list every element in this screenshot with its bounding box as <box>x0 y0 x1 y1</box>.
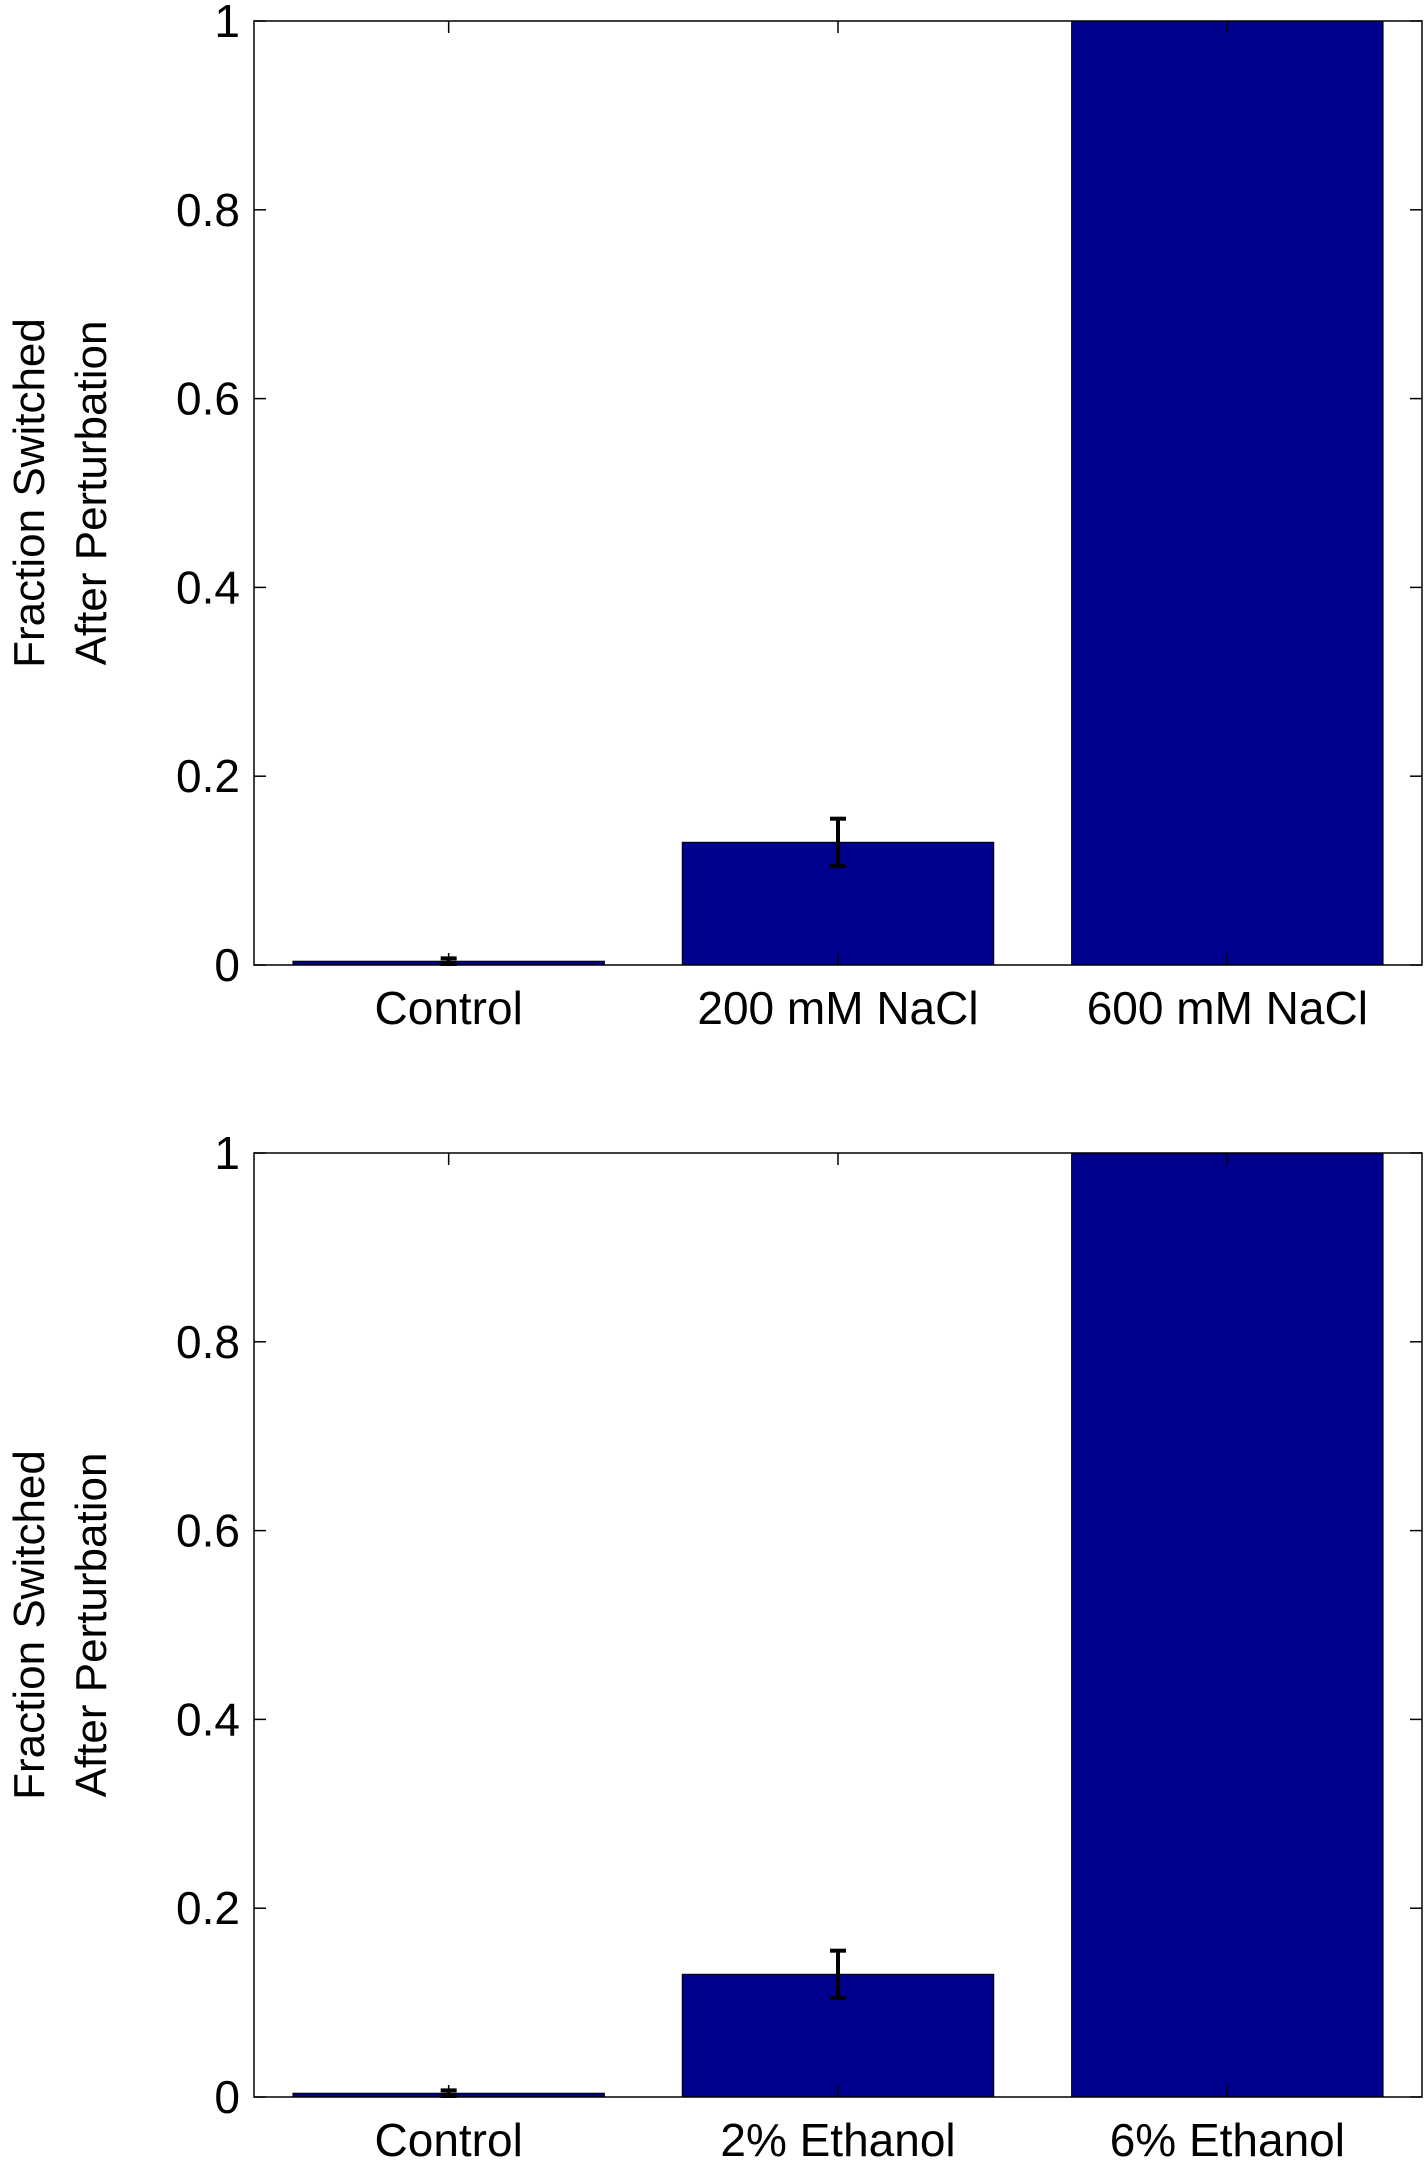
category-label-1-3: 600 mM NaCl <box>1087 982 1368 1034</box>
y-axis-title-2: Fraction Switched After Perturbation <box>5 1450 116 1800</box>
y-tick-label-2-4: 0.6 <box>176 1505 240 1557</box>
category-label-1-1: Control <box>375 982 523 1034</box>
y-tick-label-2-6: 1 <box>214 1127 240 1179</box>
y-tick-label-2-1: 0 <box>214 2071 240 2123</box>
y-tick-label-2-2: 0.2 <box>176 1882 240 1934</box>
y-tick-label-2-5: 0.8 <box>176 1316 240 1368</box>
category-label-2-2: 2% Ethanol <box>720 2114 955 2161</box>
y-tick-label-1-3: 0.4 <box>176 561 240 613</box>
chart-panel-1: 0 0.2 0.4 0.6 0.8 1 Control 200 mM NaCl 600 mM N… <box>5 0 1423 1034</box>
y-tick-label-1-4: 0.6 <box>176 373 240 425</box>
y-tick-label-1-1: 0 <box>214 939 240 991</box>
category-label-2-1: Control <box>375 2114 523 2161</box>
error-bar-2-2 <box>830 1948 846 2000</box>
category-label-2-3: 6% Ethanol <box>1110 2114 1345 2161</box>
y-axis-title-1: Fraction Switched After Perturbation <box>5 318 116 668</box>
y-tick-label-2-3: 0.4 <box>176 1693 240 1745</box>
error-bar-1-2 <box>830 816 846 868</box>
y-tick-label-1-2: 0.2 <box>176 750 240 802</box>
chart-panel-2: 0 0.2 0.4 0.6 0.8 1 Control 2% Ethanol 6% Ethano… <box>5 1127 1423 2161</box>
bar-1-2 <box>681 841 995 966</box>
bar-1-3 <box>1071 20 1384 966</box>
category-label-1-2: 200 mM NaCl <box>697 982 978 1034</box>
y-tick-label-1-5: 0.8 <box>176 184 240 236</box>
bar-2-3 <box>1071 1152 1384 2098</box>
y-tick-label-1-6: 1 <box>214 0 240 47</box>
